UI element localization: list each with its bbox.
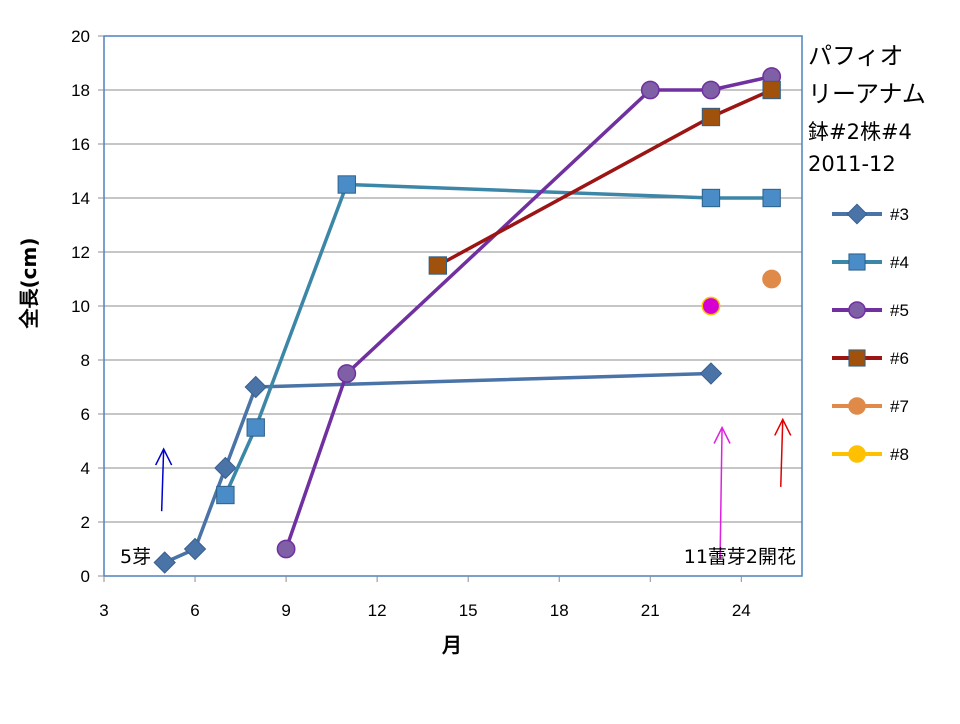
legend-swatch: [832, 397, 882, 415]
legend-swatch: [832, 253, 882, 271]
data-point: [848, 301, 866, 319]
chart-title-line-4: 2011-12: [808, 152, 896, 176]
data-point: [848, 253, 866, 271]
series-6: [428, 80, 781, 275]
data-point: [701, 80, 721, 100]
arrow-head: [774, 417, 792, 436]
arrows: [154, 417, 792, 560]
y-tick-label: 6: [81, 405, 90, 424]
data-point: [216, 485, 235, 505]
x-tick-label: 15: [459, 601, 478, 620]
arrow-head: [154, 447, 173, 466]
legend-label: #7: [890, 397, 909, 416]
x-tick-label: 9: [281, 601, 290, 620]
series-5: [276, 67, 782, 559]
legend-label: #5: [890, 301, 909, 320]
annotation-arrow: [154, 447, 173, 512]
y-tick-label: 14: [71, 189, 90, 208]
data-point: [848, 397, 866, 415]
x-axis-label: 月: [441, 633, 462, 657]
data-point: [244, 375, 267, 399]
legend-swatch: [832, 445, 882, 463]
legend-label: #4: [890, 253, 909, 272]
arrow-shaft: [160, 449, 165, 512]
chart-title-line-2: リーアナム: [808, 80, 926, 108]
data-point: [153, 551, 176, 574]
x-tick-label: 21: [641, 601, 660, 620]
legend-label: #8: [890, 445, 909, 464]
annotation-5-buds: 5芽: [120, 546, 151, 568]
data-point: [183, 537, 207, 561]
data-point: [640, 80, 660, 100]
data-point: [699, 362, 723, 385]
series-line: [284, 74, 773, 550]
series-4: [216, 175, 781, 505]
y-tick-label: 10: [71, 297, 90, 316]
data-point: [762, 269, 782, 289]
series-7: [762, 269, 782, 289]
data-point: [846, 203, 868, 225]
y-tick-label: 0: [81, 567, 90, 586]
data-point: [848, 445, 866, 463]
legend-swatch: [832, 349, 882, 367]
data-point: [762, 188, 781, 208]
legend-label: #3: [890, 205, 909, 224]
y-axis-label: 全長(cm): [17, 238, 41, 330]
data-point: [337, 175, 356, 194]
data-point: [701, 107, 721, 127]
chart-title-line-3: 鉢#2株#4: [808, 120, 912, 144]
y-tick-label: 2: [81, 513, 90, 532]
legend-label: #6: [890, 349, 909, 368]
series: [153, 67, 782, 574]
legend-swatch: [832, 203, 882, 225]
annotation-arrow: [713, 425, 731, 560]
x-tick-label: 3: [99, 601, 108, 620]
series-line: [436, 88, 773, 268]
series-8: [701, 296, 721, 316]
x-tick-label: 6: [190, 601, 199, 620]
data-point: [701, 188, 721, 208]
data-point: [214, 456, 237, 480]
chart-title-line-1: パフィオ: [808, 42, 904, 70]
grid: [104, 35, 802, 523]
x-tick-label: 18: [550, 601, 569, 620]
legend-swatch: [832, 301, 882, 319]
data-point: [276, 539, 296, 559]
data-point: [701, 296, 721, 316]
series-3: [153, 362, 723, 574]
arrow-shaft: [780, 419, 784, 487]
y-tick-label: 20: [71, 27, 90, 46]
arrow-head: [713, 425, 731, 444]
data-point: [762, 80, 781, 100]
annotation-11-buds-2-bloom: 11蕾芽2開花: [684, 546, 796, 568]
data-point: [246, 418, 265, 437]
data-point: [337, 364, 357, 383]
y-tick-label: 4: [81, 459, 90, 478]
y-tick-label: 12: [71, 243, 90, 262]
y-tick-label: 16: [71, 135, 90, 154]
x-tick-label: 24: [732, 601, 751, 620]
x-tick-label: 12: [368, 601, 387, 620]
y-tick-label: 18: [71, 81, 90, 100]
data-point: [848, 349, 866, 367]
arrow-shaft: [719, 427, 723, 560]
data-point: [428, 256, 448, 275]
y-tick-label: 8: [81, 351, 90, 370]
annotation-arrow: [774, 417, 792, 487]
